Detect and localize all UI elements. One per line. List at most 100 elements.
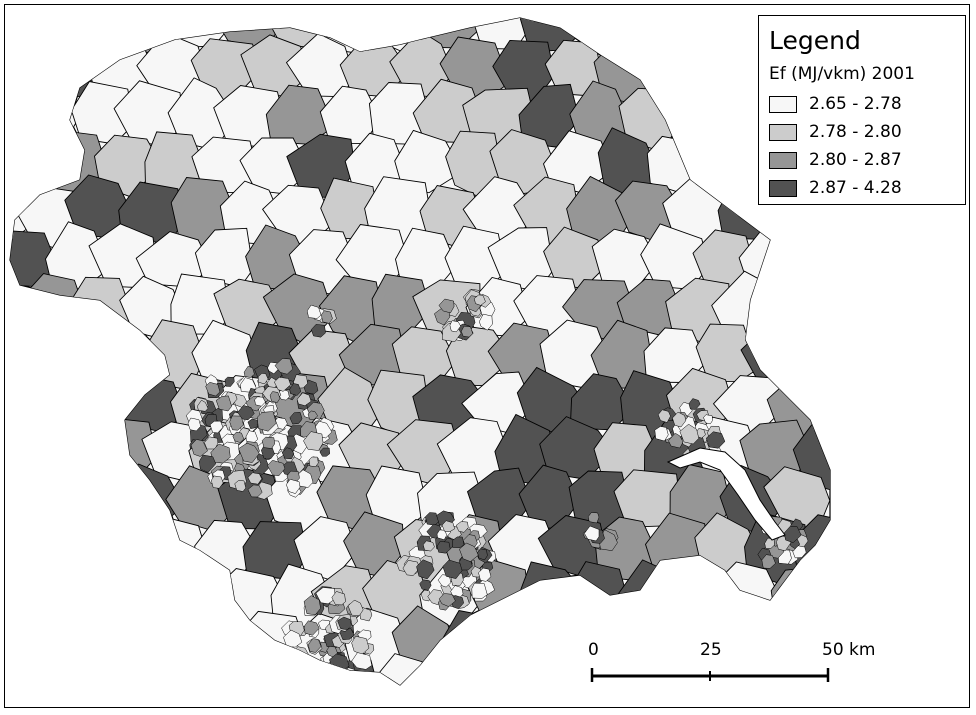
map-legend: Legend Ef (MJ/vkm) 2001 2.65 - 2.78 2.78… bbox=[758, 15, 966, 205]
scale-bar: 0 25 50 km bbox=[580, 640, 875, 690]
map-region bbox=[694, 126, 754, 194]
map-region bbox=[198, 454, 217, 473]
map-region bbox=[327, 673, 341, 685]
map-region bbox=[449, 320, 462, 333]
map-region bbox=[304, 620, 320, 636]
map-region bbox=[14, 373, 80, 442]
map-region bbox=[281, 447, 295, 460]
map-region bbox=[285, 479, 301, 494]
map-region bbox=[247, 484, 263, 498]
map-region bbox=[303, 431, 324, 451]
map-region bbox=[303, 667, 318, 682]
map-region bbox=[273, 377, 291, 392]
map-region bbox=[332, 669, 348, 685]
map-region bbox=[672, 411, 687, 428]
map-region bbox=[10, 376, 29, 435]
map-region bbox=[94, 517, 158, 585]
map-region bbox=[187, 417, 201, 432]
map-region bbox=[438, 593, 456, 607]
map-region bbox=[611, 18, 682, 55]
map-region bbox=[478, 567, 492, 582]
map-region bbox=[20, 462, 80, 536]
map-region bbox=[705, 431, 726, 449]
map-region bbox=[224, 376, 235, 387]
map-region bbox=[441, 520, 455, 532]
map-region bbox=[516, 664, 588, 685]
map-region bbox=[442, 559, 463, 579]
map-region bbox=[256, 411, 277, 432]
map-region bbox=[657, 409, 671, 423]
map-region bbox=[257, 373, 269, 385]
map-region bbox=[298, 656, 317, 671]
legend-label-class-1: 2.65 - 2.78 bbox=[809, 94, 902, 114]
map-region bbox=[68, 18, 134, 55]
map-region bbox=[40, 419, 105, 486]
map-region bbox=[767, 277, 830, 338]
map-region bbox=[452, 536, 465, 548]
map-region bbox=[10, 472, 38, 535]
legend-subtitle: Ef (MJ/vkm) 2001 bbox=[769, 64, 915, 84]
map-region bbox=[487, 616, 556, 676]
map-region bbox=[296, 392, 312, 406]
map-region bbox=[794, 227, 830, 289]
map-region bbox=[459, 542, 479, 562]
map-region bbox=[308, 456, 319, 467]
map-region bbox=[321, 310, 333, 324]
legend-label-class-2: 2.78 - 2.80 bbox=[809, 122, 902, 142]
map-region bbox=[289, 412, 303, 425]
scale-bar-line bbox=[590, 668, 830, 682]
map-region bbox=[783, 525, 802, 543]
map-region bbox=[234, 480, 247, 492]
map-region bbox=[38, 511, 107, 576]
map-region bbox=[10, 567, 30, 633]
map-region bbox=[462, 656, 534, 685]
map-region bbox=[347, 599, 364, 616]
legend-swatch-class-3 bbox=[769, 151, 797, 169]
legend-swatch-class-1 bbox=[769, 95, 797, 113]
map-region bbox=[21, 654, 86, 685]
map-region bbox=[243, 365, 255, 378]
map-region bbox=[145, 613, 213, 674]
map-region bbox=[303, 595, 321, 616]
map-region bbox=[792, 326, 830, 390]
map-region bbox=[461, 325, 474, 338]
map-region bbox=[232, 431, 245, 443]
map-region bbox=[263, 659, 330, 685]
map-region bbox=[688, 398, 701, 410]
map-region bbox=[69, 276, 133, 343]
legend-label-class-3: 2.80 - 2.87 bbox=[809, 150, 902, 170]
map-region bbox=[10, 278, 33, 335]
map-region bbox=[664, 83, 736, 144]
map-region bbox=[315, 587, 336, 605]
map-region bbox=[10, 18, 30, 51]
map-region bbox=[19, 565, 79, 630]
map-region bbox=[114, 660, 182, 685]
map-region bbox=[322, 664, 338, 680]
map-region bbox=[283, 629, 303, 648]
map-region bbox=[339, 666, 358, 684]
map-region bbox=[237, 405, 255, 421]
map-region bbox=[307, 638, 322, 653]
map-region bbox=[311, 324, 326, 338]
map-region bbox=[190, 439, 208, 457]
map-region bbox=[300, 667, 317, 685]
map-region bbox=[10, 35, 56, 99]
map-region bbox=[471, 582, 488, 599]
humber-estuary bbox=[666, 447, 786, 541]
map-region bbox=[419, 579, 432, 591]
map-region bbox=[254, 396, 266, 407]
map-region bbox=[267, 460, 286, 477]
scale-label-25: 25 bbox=[700, 640, 722, 660]
map-region bbox=[438, 298, 455, 314]
map-region bbox=[269, 391, 281, 403]
map-region bbox=[166, 655, 230, 685]
legend-item-class-3: 2.80 - 2.87 bbox=[769, 148, 902, 172]
map-region bbox=[477, 548, 488, 561]
map-region bbox=[215, 395, 232, 412]
map-region bbox=[402, 560, 420, 576]
legend-swatch-class-2 bbox=[769, 123, 797, 141]
map-region bbox=[690, 35, 757, 98]
map-region bbox=[319, 447, 330, 457]
map-region bbox=[703, 414, 713, 425]
